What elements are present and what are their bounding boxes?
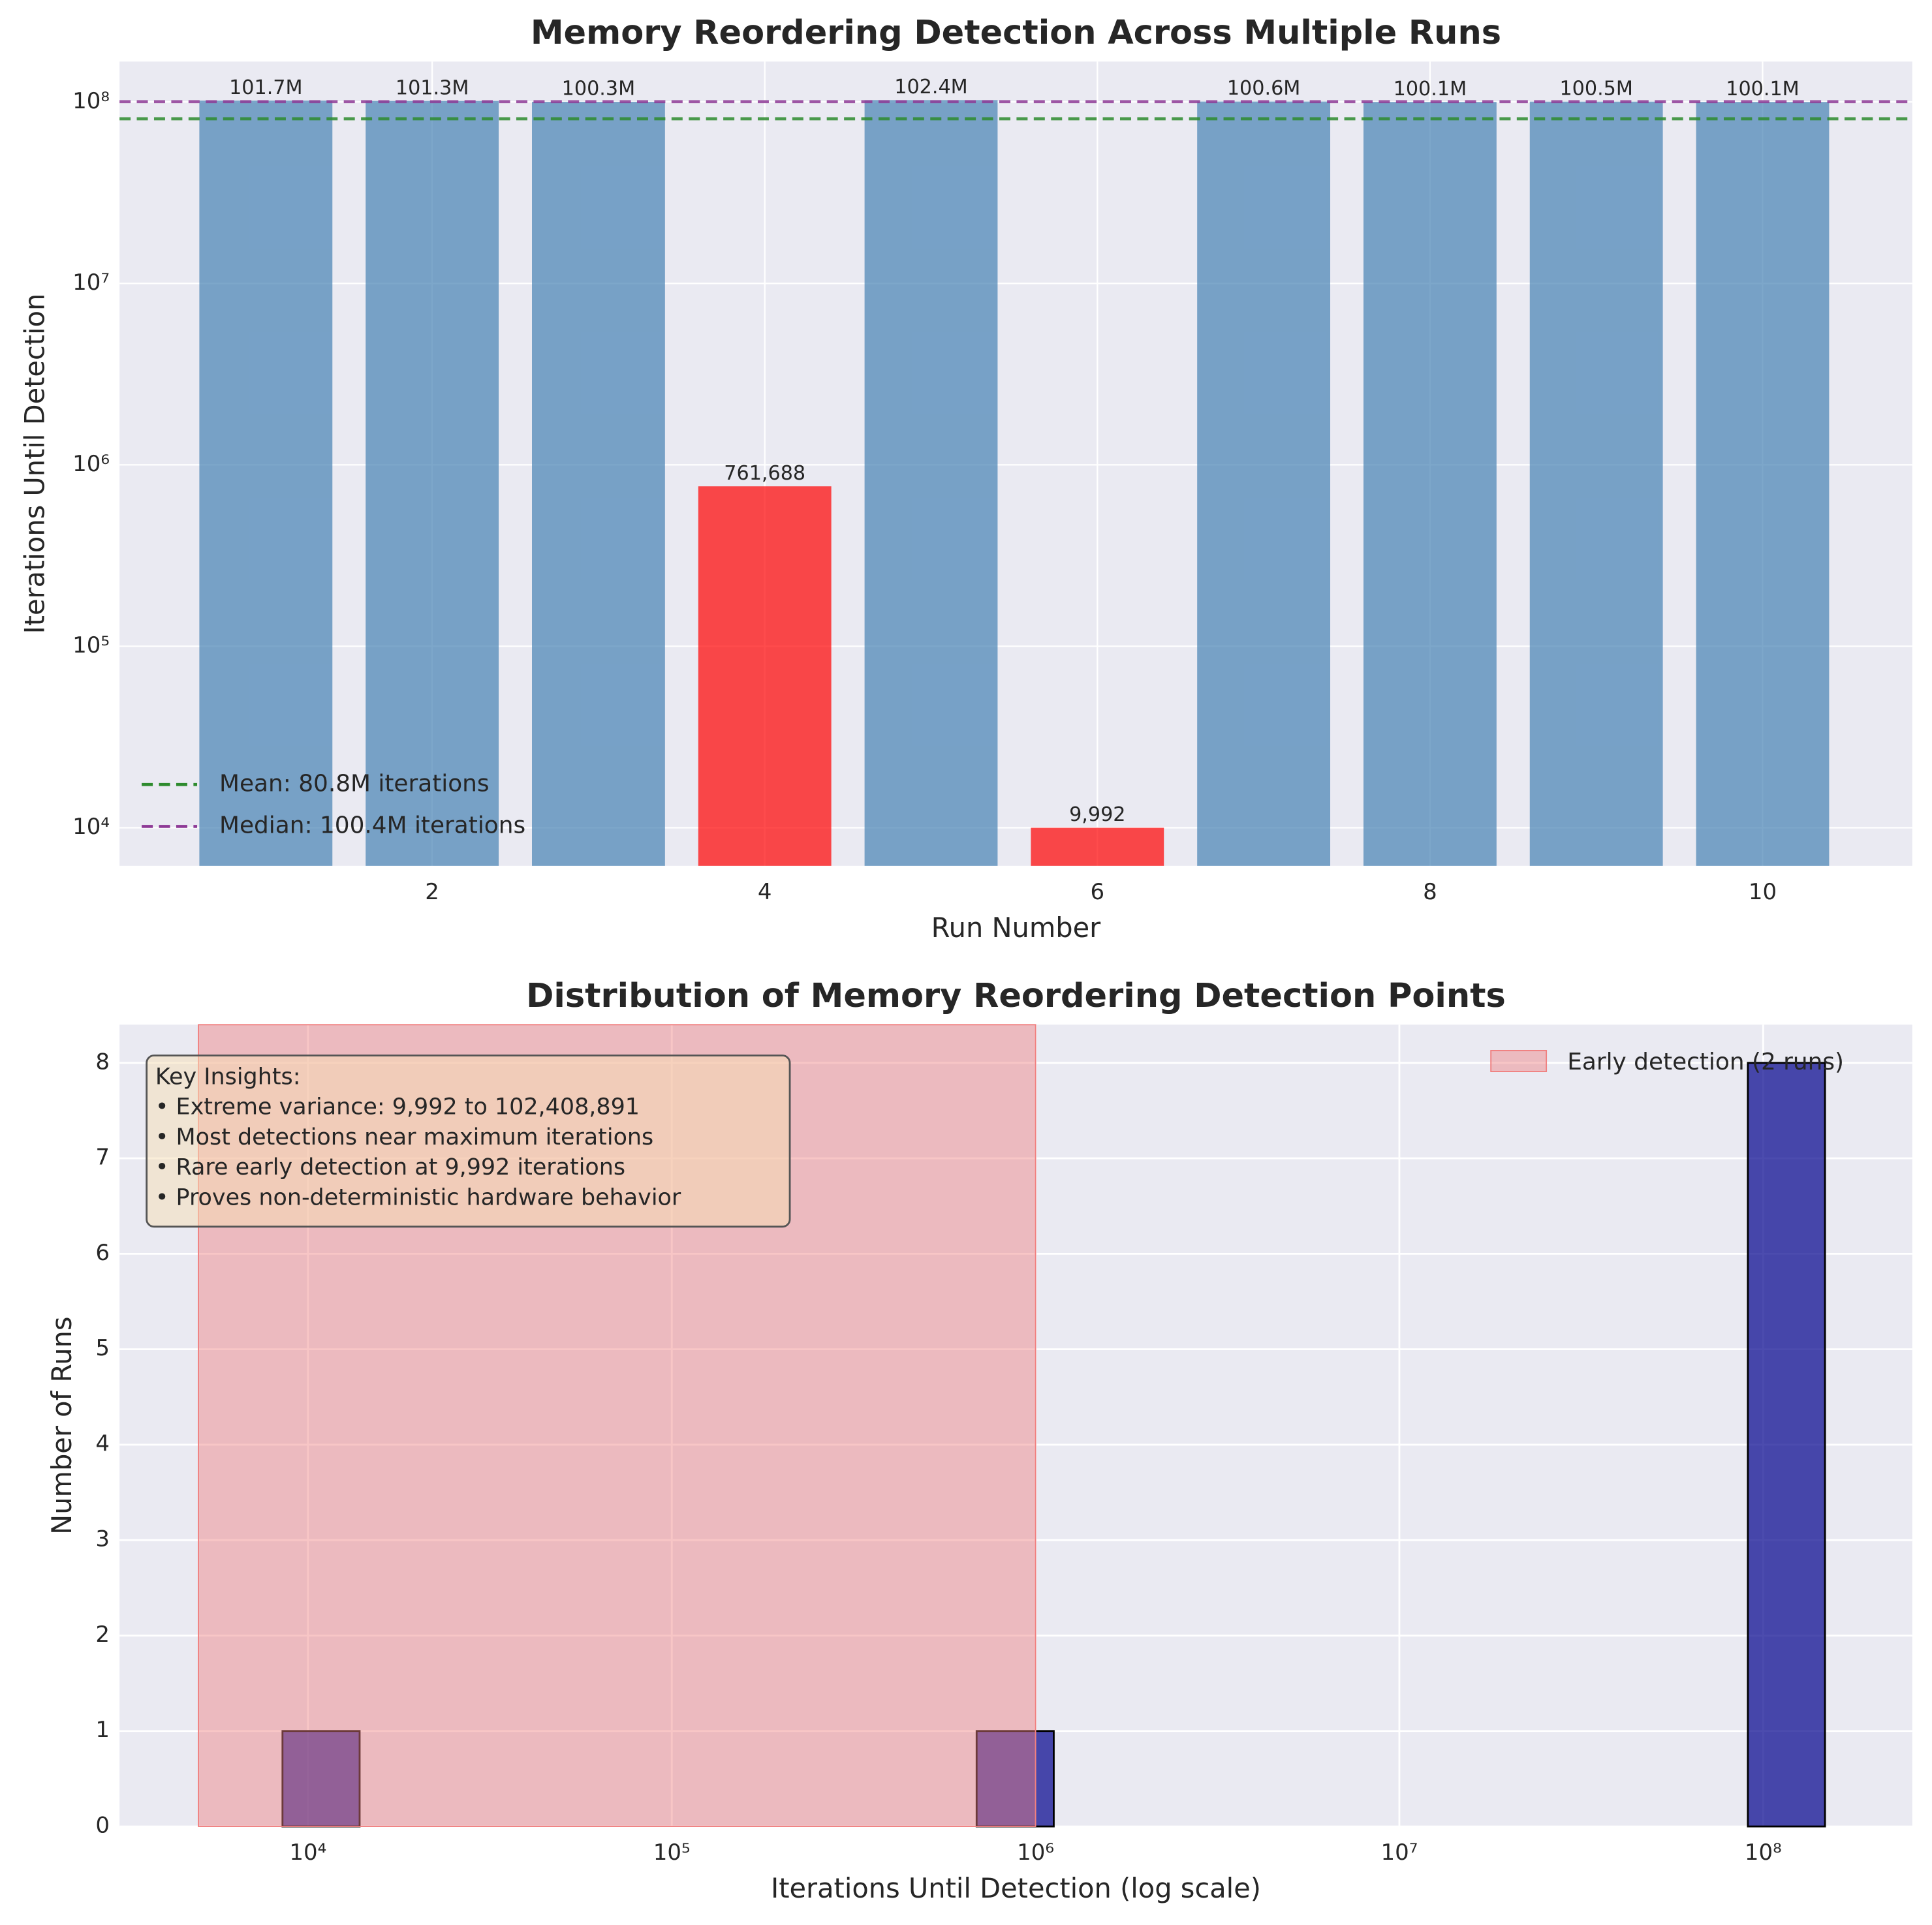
legend-label: Mean: 80.8M iterations (219, 770, 490, 797)
x-tick-label: 4 (758, 879, 772, 905)
value-label: 102.4M (894, 76, 967, 99)
x-tick-label: 6 (1090, 879, 1104, 905)
bar (1696, 102, 1830, 866)
bar (1197, 101, 1331, 866)
histogram-bar (281, 1730, 361, 1828)
annotation-line: Key Insights: (155, 1064, 301, 1090)
bar (1031, 827, 1164, 866)
x-tick-label: 10 (1749, 879, 1777, 905)
value-label: 101.3M (396, 76, 469, 99)
bar (864, 100, 998, 866)
y-tick-label: 2 (95, 1622, 110, 1648)
bar (366, 100, 499, 866)
value-label: 100.3M (562, 78, 635, 100)
value-label: 101.7M (229, 76, 302, 99)
annotation-line: • Proves non-deterministic hardware beha… (155, 1184, 681, 1210)
x-tick-label: 10⁶ (1017, 1840, 1054, 1866)
annotation-line: • Extreme variance: 9,992 to 102,408,891 (155, 1094, 640, 1120)
bar (532, 101, 665, 866)
value-label: 100.6M (1227, 77, 1300, 100)
y-tick-label: 1 (95, 1717, 110, 1743)
chart-title: Distribution of Memory Reordering Detect… (526, 977, 1506, 1015)
x-tick-label: 10⁷ (1381, 1840, 1418, 1866)
y-tick-label: 5 (95, 1335, 110, 1361)
x-tick-label: 10⁴ (289, 1840, 326, 1866)
x-axis-label: Run Number (931, 912, 1102, 944)
histogram-bar (975, 1730, 1055, 1828)
y-tick-label: 10⁸ (72, 88, 110, 114)
annotation-line: • Most detections near maximum iteration… (155, 1124, 653, 1150)
x-tick-label: 2 (425, 879, 439, 905)
legend-swatch (1490, 1050, 1548, 1072)
value-label: 9,992 (1069, 803, 1125, 826)
y-tick-label: 10⁷ (72, 270, 110, 296)
chart-title: Memory Reordering Detection Across Multi… (531, 14, 1501, 52)
value-label: 100.1M (1394, 78, 1467, 100)
y-tick-label: 10⁶ (72, 451, 110, 477)
annotation-line: • Rare early detection at 9,992 iteratio… (155, 1154, 625, 1180)
histogram-bar (1747, 1062, 1826, 1828)
y-axis-label: Number of Runs (46, 1316, 78, 1534)
bar (1529, 101, 1663, 866)
annotation-box (146, 1055, 791, 1228)
x-tick-label: 10⁸ (1745, 1840, 1782, 1866)
y-axis-label: Iterations Until Detection (19, 294, 51, 634)
bar (1363, 102, 1497, 866)
value-label: 761,688 (724, 462, 805, 485)
bar (698, 486, 832, 866)
value-label: 100.5M (1559, 77, 1632, 100)
y-tick-label: 10⁴ (72, 814, 110, 840)
y-tick-label: 8 (95, 1049, 110, 1075)
legend-label: Median: 100.4M iterations (219, 812, 525, 839)
x-tick-label: 10⁵ (653, 1840, 691, 1866)
y-tick-label: 6 (95, 1240, 110, 1266)
y-tick-label: 0 (95, 1813, 110, 1839)
y-tick-label: 7 (95, 1145, 110, 1171)
value-label: 100.1M (1726, 78, 1799, 100)
y-tick-label: 3 (95, 1526, 110, 1552)
y-tick-label: 10⁵ (72, 632, 110, 658)
legend-label: Early detection (2 runs) (1567, 1049, 1844, 1075)
y-tick-label: 4 (95, 1430, 110, 1456)
x-axis-label: Iterations Until Detection (log scale) (771, 1872, 1261, 1904)
bar (199, 100, 333, 866)
x-tick-label: 8 (1423, 879, 1437, 905)
